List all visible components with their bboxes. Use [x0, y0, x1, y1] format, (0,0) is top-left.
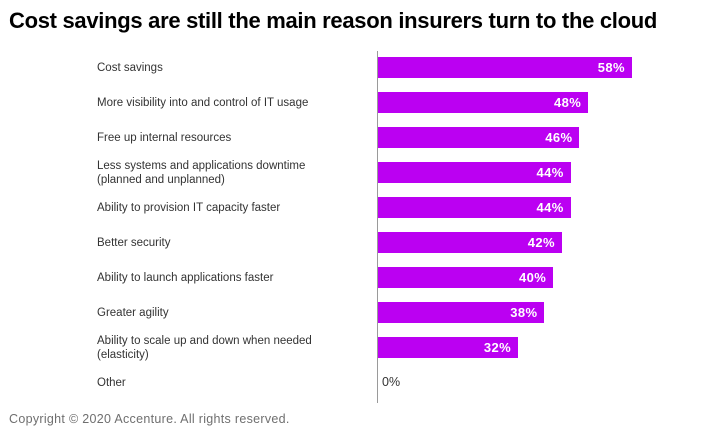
- data-bar: 58%: [378, 57, 633, 78]
- chart-row: Better security 42%: [0, 225, 727, 260]
- data-bar: 38%: [378, 302, 545, 323]
- bar-area: 42%: [377, 232, 727, 253]
- copyright-text: Copyright © 2020 Accenture. All rights r…: [9, 412, 290, 426]
- chart-row: Less systems and applications downtime (…: [0, 155, 727, 190]
- bar-value-label: 58%: [597, 60, 626, 75]
- bar-area: 44%: [377, 197, 727, 218]
- data-bar: 40%: [378, 267, 554, 288]
- chart-row: Other 0%: [0, 365, 727, 400]
- data-bar: 44%: [378, 197, 571, 218]
- category-label: Ability to launch applications faster: [97, 271, 274, 284]
- data-bar: 48%: [378, 92, 589, 113]
- bar-area: 0%: [377, 372, 727, 393]
- chart-row: Ability to provision IT capacity faster 4…: [0, 190, 727, 225]
- chart-row: More visibility into and control of IT u…: [0, 85, 727, 120]
- category-label: Better security: [97, 236, 171, 249]
- category-label: Less systems and applications downtime (…: [97, 159, 306, 186]
- bar-value-label: 0%: [382, 375, 401, 389]
- bar-value-label: 44%: [536, 165, 564, 180]
- chart-row: Cost savings 58%: [0, 50, 727, 85]
- bar-chart: Cost savings 58% More visibility into and …: [0, 50, 727, 405]
- category-label: More visibility into and control of IT u…: [97, 96, 309, 109]
- data-bar: 32%: [378, 337, 519, 358]
- category-label: Ability to provision IT capacity faster: [97, 201, 281, 214]
- chart-row: Ability to scale up and down when needed…: [0, 330, 727, 365]
- page-title: Cost savings are still the main reason i…: [9, 8, 657, 33]
- data-bar: 46%: [378, 127, 580, 148]
- category-label: Greater agility: [97, 306, 169, 319]
- bar-area: 32%: [377, 337, 727, 358]
- chart-row: Ability to launch applications faster 40%: [0, 260, 727, 295]
- data-bar: 42%: [378, 232, 562, 253]
- bar-value-label: 44%: [536, 200, 564, 215]
- bar-area: 46%: [377, 127, 727, 148]
- bar-area: 58%: [377, 57, 727, 78]
- bar-value-label: 40%: [518, 270, 547, 285]
- bar-value-label: 42%: [527, 235, 555, 250]
- category-label: Cost savings: [97, 61, 163, 74]
- data-bar: 44%: [378, 162, 571, 183]
- category-label: Free up internal resources: [97, 131, 232, 144]
- chart-row: Free up internal resources 46%: [0, 120, 727, 155]
- bar-area: 48%: [377, 92, 727, 113]
- bar-area: 40%: [377, 267, 727, 288]
- category-label: Other: [97, 376, 126, 389]
- category-label: Ability to scale up and down when needed…: [97, 334, 312, 361]
- bar-value-label: 38%: [510, 305, 538, 320]
- bar-area: 44%: [377, 162, 727, 183]
- y-axis-line: [377, 51, 378, 403]
- bar-value-label: 46%: [545, 130, 573, 145]
- bar-value-label: 32%: [483, 340, 512, 355]
- chart-rows: Cost savings 58% More visibility into and …: [0, 50, 727, 400]
- bar-area: 38%: [377, 302, 727, 323]
- bar-value-label: 48%: [554, 95, 582, 110]
- chart-row: Greater agility 38%: [0, 295, 727, 330]
